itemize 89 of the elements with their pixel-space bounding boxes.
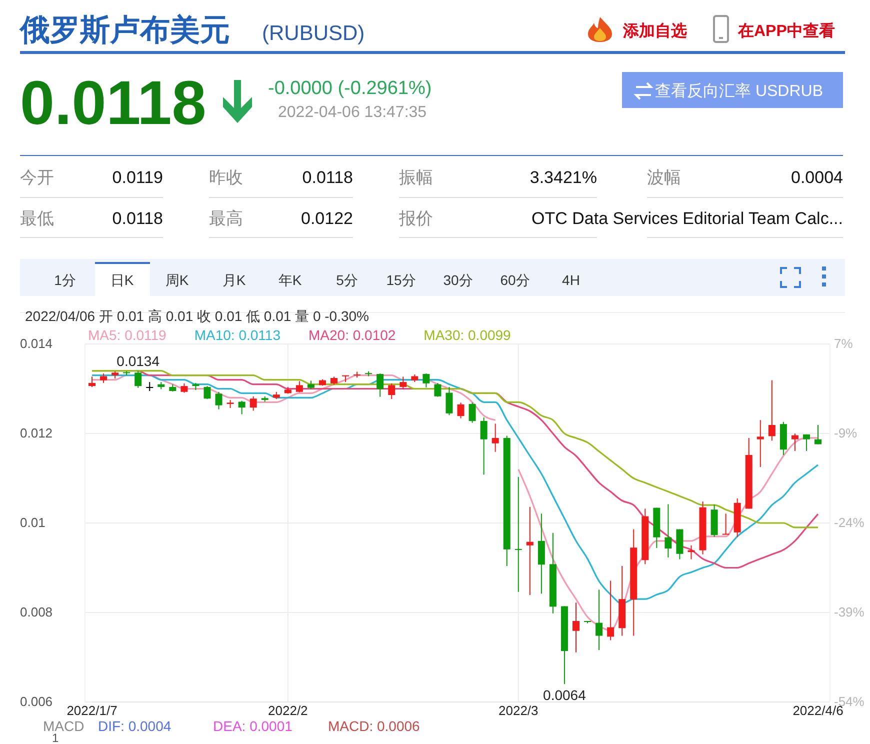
candlestick [180,382,188,394]
candlestick [215,391,222,410]
candlestick [492,423,499,452]
candlestick [538,513,545,594]
text: MA10: 0.0113 [194,327,281,343]
text: 最高 [209,209,243,228]
candlestick [434,382,442,398]
text: 0.0118 [112,209,163,228]
text: 4H [562,272,580,288]
candlestick [756,420,764,468]
text: MA5: 0.0119 [88,327,167,343]
text: 0.0122 [301,209,353,228]
y2-tick-label: -39% [834,604,865,620]
candlestick [572,602,580,653]
text: 最低 [20,209,54,228]
candlestick [446,386,453,416]
candlestick [768,380,776,442]
text: 5分 [336,272,358,288]
y2-tick-label: -9% [834,426,858,441]
candlestick [296,380,303,393]
text: 60分 [500,272,530,288]
text: DIF: 0.0004 [98,718,172,734]
candlestick [664,504,672,558]
text: 2022/04/06 开 0.01 高 0.01 收 0.01 低 0.01 量 0 -0.30% [25,308,369,324]
y-tick-label: 0.006 [20,694,53,710]
annotation: 0.0064 [543,687,586,704]
candlestick [204,386,211,400]
text: 添加自选 [622,22,687,40]
candlestick [376,373,384,398]
candlestick [388,382,396,400]
candlestick [596,589,603,651]
x-tick-label: 2022/3 [498,703,538,718]
text: 今开 [20,168,54,187]
text: MACD: 0.0006 [328,718,420,734]
text: 0.0119 [112,168,163,187]
candlestick [100,373,108,384]
x-tick-label: 2022/2 [268,703,308,718]
text: 振幅 [399,168,433,187]
text: 30分 [443,272,473,288]
text: 0.0004 [791,168,843,187]
text: 1分 [54,272,76,288]
chart-subtitle: (RUBUSD) [262,22,365,45]
text: 3.3421% [530,168,597,187]
text: 在APP中查看 [737,22,835,40]
text: 查看反向汇率 USDRUB [655,82,824,100]
text: 2022-04-06 13:47:35 [278,104,427,121]
candlestick [422,373,430,388]
candlestick [238,400,246,415]
text: MACD [43,718,84,734]
text: 月K [222,272,246,288]
text: 昨收 [209,168,243,187]
text: 年K [278,272,302,288]
text: MA30: 0.0099 [424,327,512,343]
text: 15分 [386,272,416,288]
candlestick [134,370,142,388]
candlestick [400,376,407,390]
candlestick [814,424,822,445]
candlestick [526,506,534,596]
text: 日K [110,272,134,288]
text: 0.0118 [302,168,353,187]
candlestick [480,416,488,476]
text: 波幅 [647,168,681,187]
candlestick [250,396,257,412]
candlestick [468,402,476,424]
line-series [91,370,819,528]
chart-title: 俄罗斯卢布美元 [19,13,230,47]
text: -0.0000 (-0.2961%) [268,78,432,99]
text: 周K [165,272,190,288]
candlestick [791,433,798,452]
y2-tick-label: -24% [834,515,865,530]
y-tick-label: 0.01 [20,515,46,530]
y-tick-label: 0.014 [20,336,53,352]
text: 0.0118 [20,69,206,138]
candlestick [722,513,730,536]
text: DEA: 0.0001 [213,718,293,734]
candlestick [88,376,96,388]
candlestick [802,434,810,452]
text: 1 [52,731,59,744]
text: MA20: 0.0102 [308,327,396,343]
candlestick [457,402,464,419]
candlestick [514,476,522,592]
annotation: 0.0134 [116,352,160,369]
text: 报价 [398,209,433,228]
text: OTC Data Services Editorial Team Calc... [532,209,843,228]
y2-tick-label: 7% [834,336,854,352]
y-tick-label: 0.008 [20,604,53,620]
x-tick-label: 2022/1/7 [66,703,118,718]
candlestick [607,580,614,641]
y-tick-label: 0.012 [20,426,53,441]
